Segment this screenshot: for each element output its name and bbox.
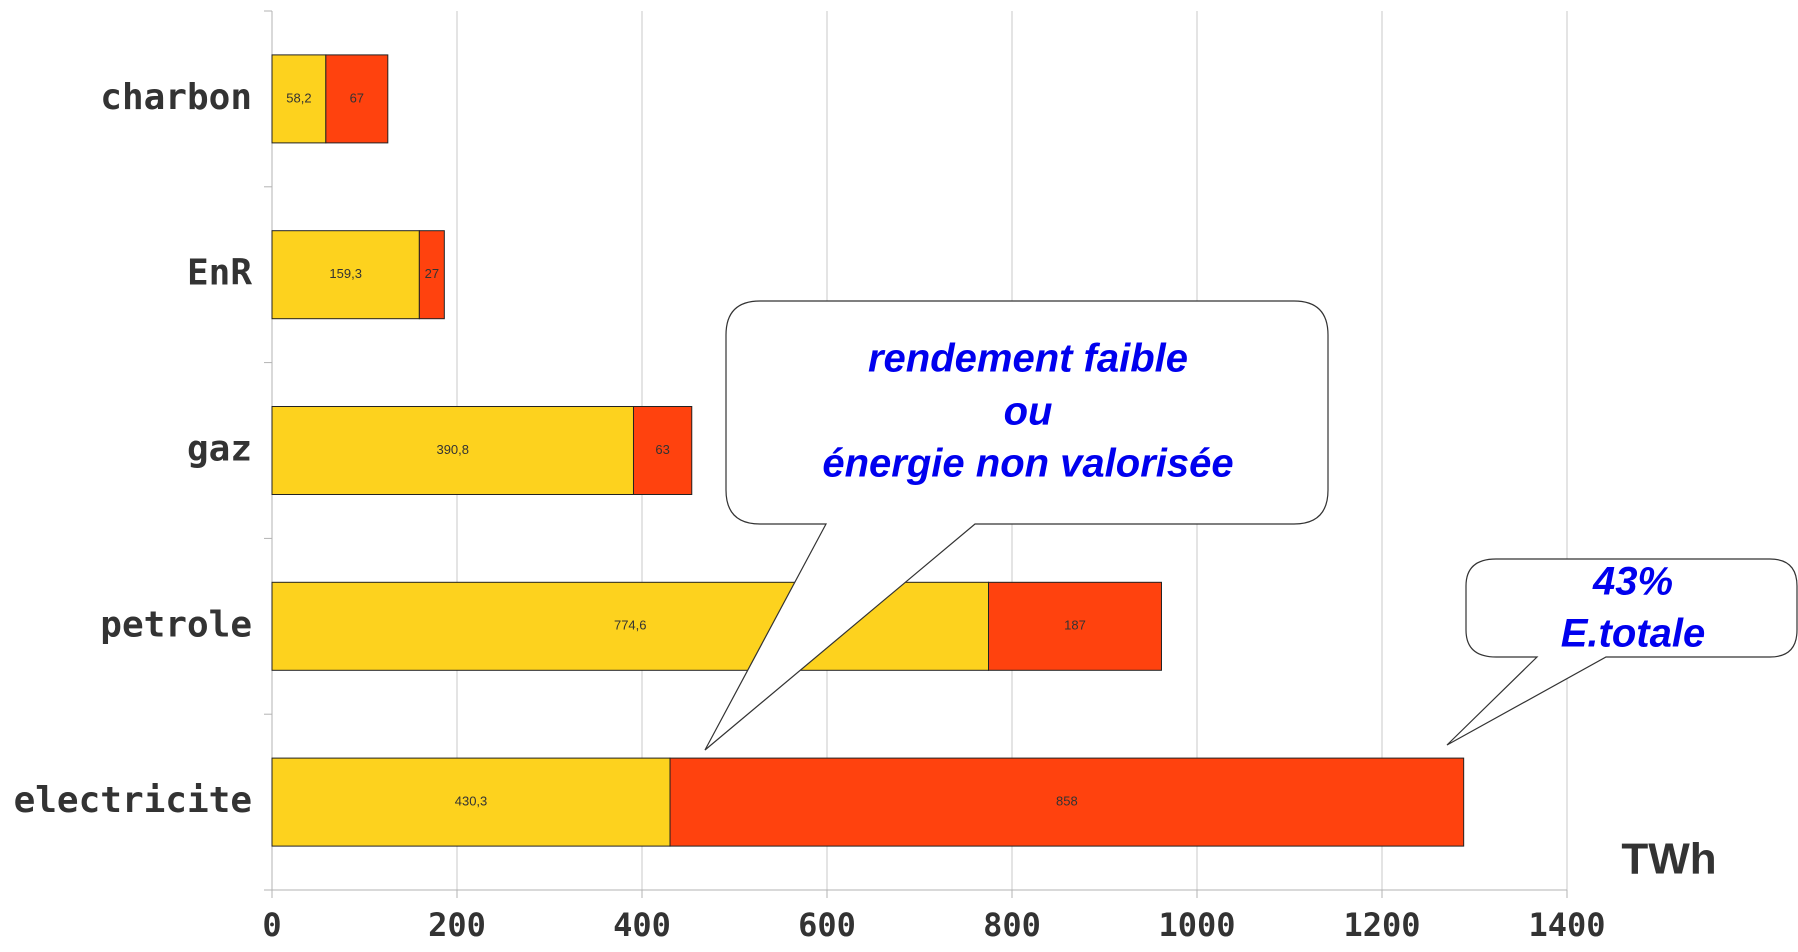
data-label: 58,2 [286, 90, 311, 105]
annotation: E.totale [1561, 612, 1705, 656]
data-label: 187 [1064, 618, 1086, 633]
x-tick-label: 0 [262, 906, 281, 944]
y-tick-label: charbon [100, 77, 252, 118]
bar-segment [325, 54, 389, 144]
data-label: 774,6 [614, 618, 647, 633]
bar-segment [418, 230, 445, 320]
x-tick-label: 1400 [1528, 906, 1605, 944]
data-label: 63 [655, 442, 669, 457]
data-label: 858 [1056, 794, 1078, 809]
x-tick-label: 400 [613, 906, 671, 944]
data-label: 390,8 [436, 442, 469, 457]
x-tick-label: 800 [983, 906, 1041, 944]
x-tick-label: 600 [798, 906, 856, 944]
annotation: rendement faible [868, 337, 1188, 381]
bars: 58,2 67 159,3 27 390,8 63 774,6 187 430,3 858 [271, 54, 1465, 847]
bar-segment [271, 54, 327, 144]
bar-segment [988, 581, 1162, 671]
y-tick-label: EnR [187, 253, 252, 294]
bar-segment [271, 757, 671, 847]
bar-segment [632, 406, 693, 495]
annotation: énergie non valorisée [822, 442, 1233, 486]
y-tick-label: gaz [187, 429, 252, 470]
annotation: ou [1004, 390, 1053, 434]
x-tick-label: 1000 [1158, 906, 1235, 944]
bar-segment [271, 406, 634, 495]
data-label: 159,3 [329, 266, 362, 281]
y-tick-label: petrole [100, 604, 252, 645]
data-label: 430,3 [455, 794, 488, 809]
callout-bubble [704, 300, 1329, 751]
x-tick-label: 1200 [1343, 906, 1420, 944]
y-tick-label: electricite [14, 780, 252, 821]
bar-segment [669, 757, 1465, 847]
x-axis-label: TWh [1621, 835, 1716, 884]
data-label: 27 [425, 266, 439, 281]
annotation: 43% [1592, 560, 1673, 604]
bar-segment [271, 230, 420, 320]
callout-bubble [1446, 558, 1798, 746]
data-label: 67 [350, 90, 364, 105]
x-tick-label: 200 [428, 906, 486, 944]
grid: 0 200 400 600 800 1000 1200 1400 [262, 10, 1606, 944]
